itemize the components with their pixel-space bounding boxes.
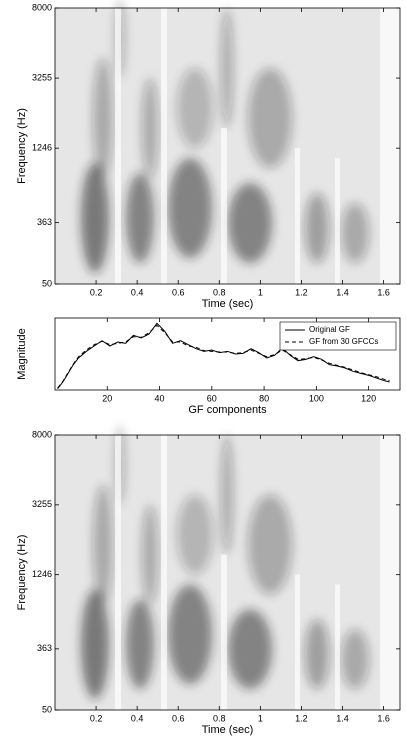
y-tick-label: 8000 xyxy=(32,2,52,12)
x-tick-label: 0.6 xyxy=(172,287,185,297)
y-tick-label: 363 xyxy=(37,643,52,653)
x-tick-label: 1 xyxy=(258,287,263,297)
x-tick-label: 1.4 xyxy=(336,713,349,723)
x-tick-label: 0.8 xyxy=(213,287,226,297)
x-axis-label: Time (sec) xyxy=(202,724,254,736)
y-tick-label: 363 xyxy=(37,217,52,227)
y-tick-label: 3255 xyxy=(32,72,52,82)
x-tick-label: 100 xyxy=(309,393,324,403)
x-tick-label: 120 xyxy=(361,393,376,403)
x-tick-label: 0.2 xyxy=(90,713,103,723)
line-series xyxy=(57,324,390,389)
x-axis-label: Time (sec) xyxy=(202,298,254,310)
y-tick-label: 1246 xyxy=(32,143,52,153)
x-tick-label: 60 xyxy=(207,393,217,403)
x-tick-label: 1 xyxy=(258,713,263,723)
x-tick-label: 40 xyxy=(155,393,165,403)
y-tick-label: 50 xyxy=(42,704,52,714)
y-axis-label: Frequency (Hz) xyxy=(16,535,28,611)
legend-label: GF from 30 GFCCs xyxy=(309,337,378,346)
legend-box xyxy=(279,321,397,351)
spectrogram-image xyxy=(55,0,400,284)
x-axis-label: GF components xyxy=(188,404,267,416)
plot-frame xyxy=(54,434,401,711)
line-series xyxy=(57,322,390,389)
x-tick-label: 80 xyxy=(259,393,269,403)
x-tick-label: 1.6 xyxy=(377,287,390,297)
legend-label: Original GF xyxy=(309,325,350,334)
y-tick-label: 3255 xyxy=(32,499,52,509)
plot-frame xyxy=(54,317,401,391)
x-tick-label: 1.4 xyxy=(336,287,349,297)
x-tick-label: 0.2 xyxy=(90,287,103,297)
x-tick-label: 0.4 xyxy=(131,287,144,297)
x-tick-label: 1.2 xyxy=(295,287,308,297)
x-tick-label: 0.8 xyxy=(213,713,226,723)
plot-frame xyxy=(54,7,401,285)
x-tick-label: 0.4 xyxy=(131,713,144,723)
y-axis-label: Frequency (Hz) xyxy=(16,108,28,184)
spectrogram-image xyxy=(55,425,400,710)
x-tick-label: 1.6 xyxy=(377,713,390,723)
y-axis-label: Magnitude xyxy=(16,328,28,379)
y-tick-label: 8000 xyxy=(32,429,52,439)
x-tick-label: 1.2 xyxy=(295,713,308,723)
y-tick-label: 50 xyxy=(42,278,52,288)
x-tick-label: 0.6 xyxy=(172,713,185,723)
y-tick-label: 1246 xyxy=(32,569,52,579)
x-tick-label: 20 xyxy=(102,393,112,403)
